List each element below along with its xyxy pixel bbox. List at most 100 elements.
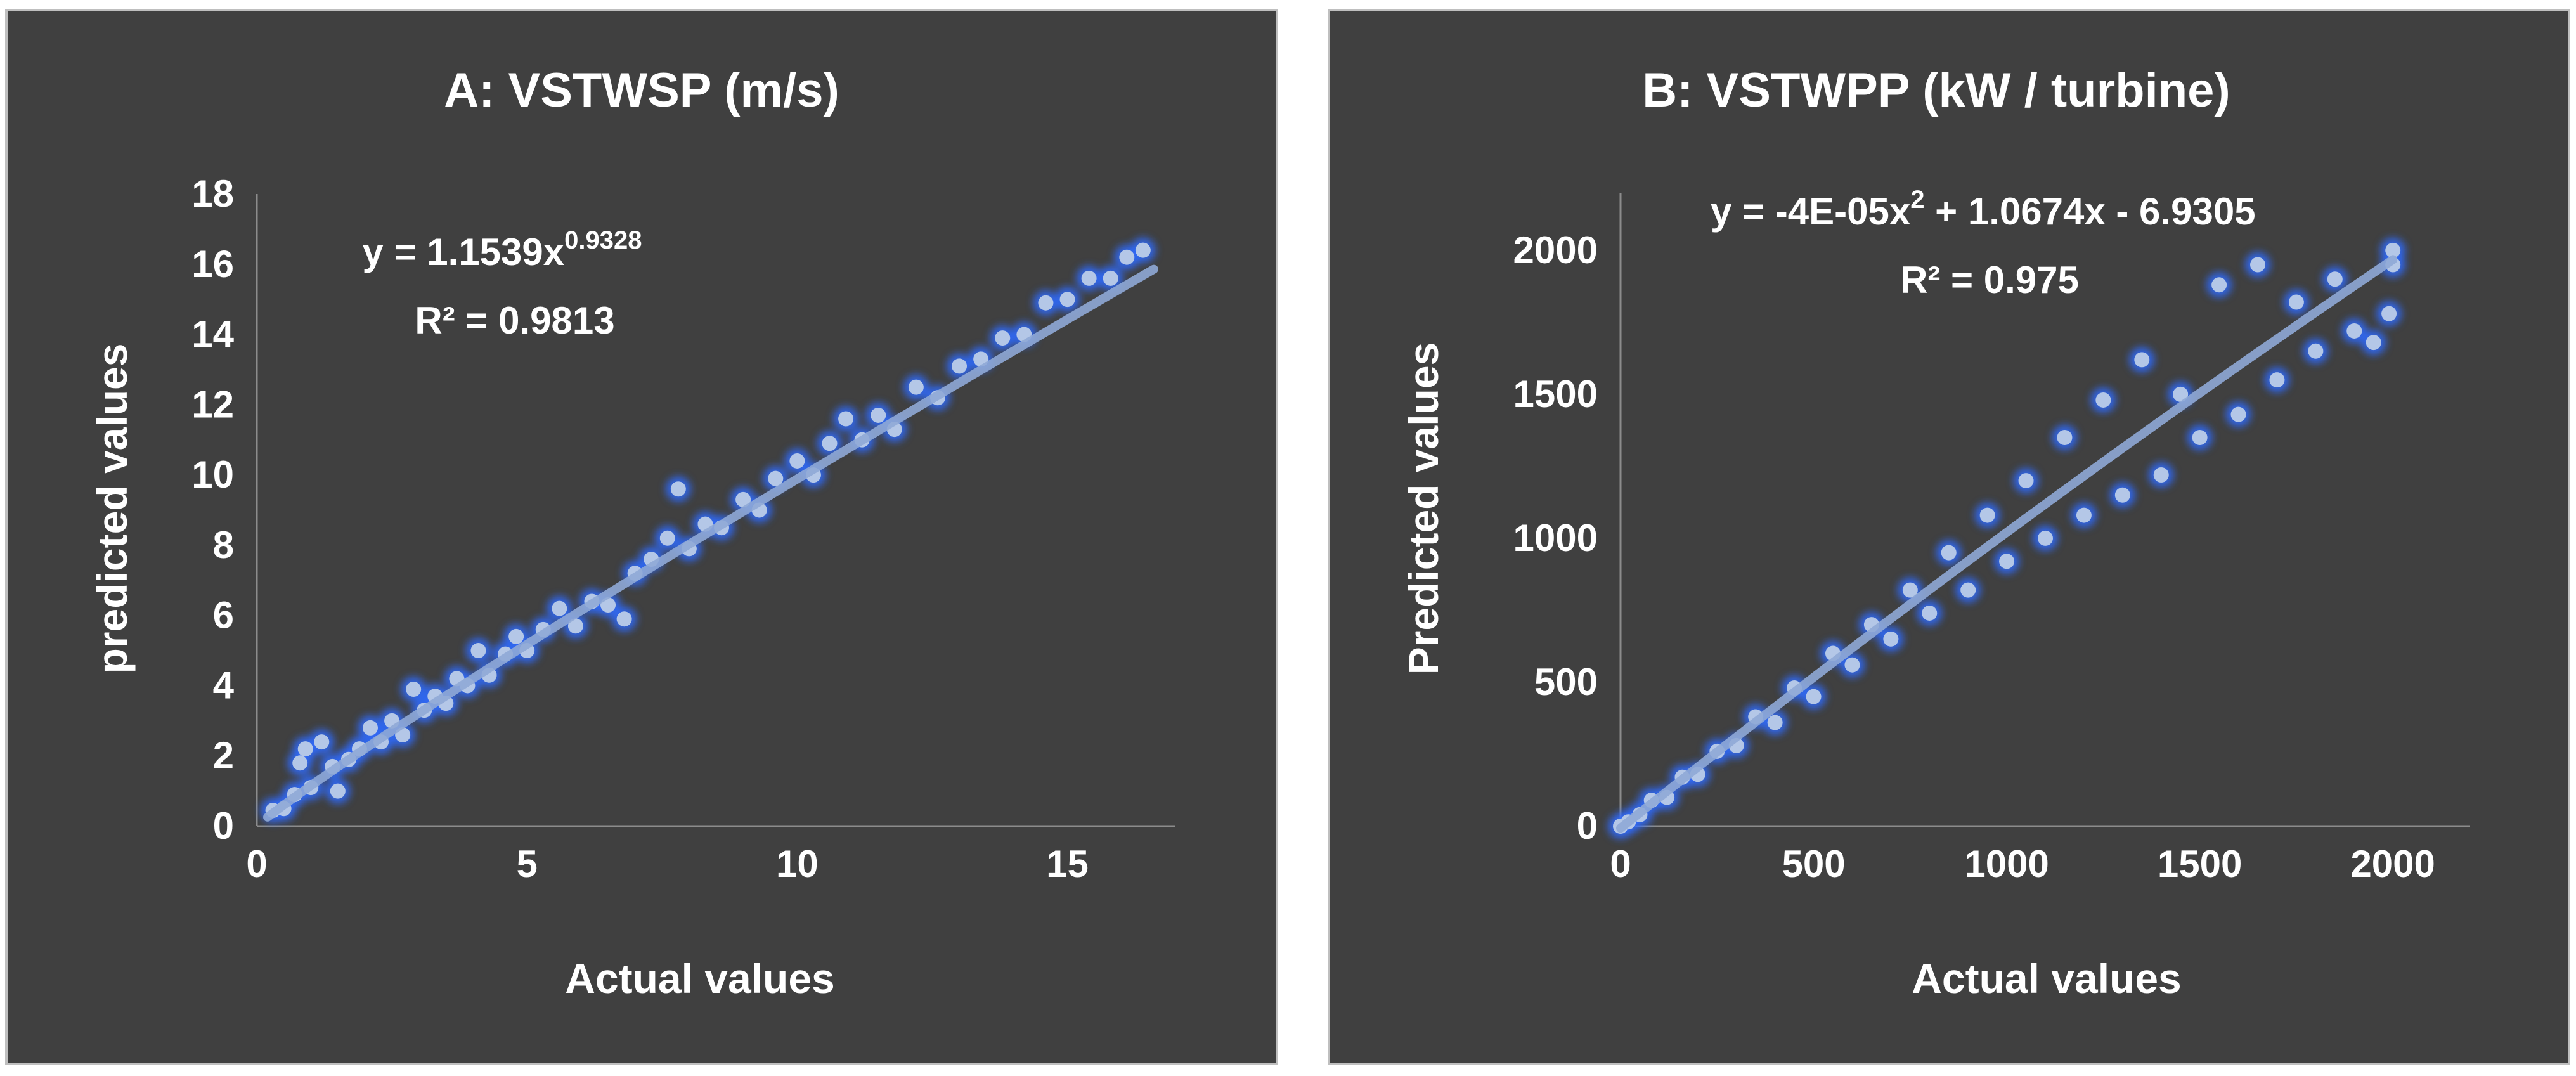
y-tick-label: 14 <box>191 313 234 356</box>
data-point <box>1844 657 1860 673</box>
x-tick-label: 1000 <box>1964 843 2049 885</box>
trendline-path <box>263 264 1158 822</box>
chart-b-axes <box>1619 193 2470 827</box>
chart-b-equation-tail: + 1.0674x - 6.9305 <box>1924 190 2255 233</box>
chart-a-x-axis-label: Actual values <box>565 955 835 1002</box>
chart-a-r-squared: R² = 0.9813 <box>415 299 614 342</box>
chart-b-equation-lead: y = -4E-05x <box>1711 190 1910 233</box>
data-point <box>2114 487 2130 503</box>
data-point <box>2095 392 2111 408</box>
y-tick-label: 4 <box>213 664 235 706</box>
x-tick-label: 2000 <box>2350 843 2435 885</box>
chart-b-trendline <box>1616 255 2398 833</box>
data-point <box>2134 352 2150 368</box>
data-point <box>470 643 486 659</box>
x-tick-label: 0 <box>246 843 267 885</box>
chart-a-axes <box>256 194 1175 827</box>
y-tick-label: 2 <box>213 734 234 777</box>
data-point <box>1119 249 1135 265</box>
x-tick-label: 5 <box>516 843 537 885</box>
chart-a-equation-lead: y = 1.1539x <box>363 231 565 273</box>
data-point <box>2076 507 2092 523</box>
x-tick-label: 500 <box>1782 843 1845 885</box>
data-point <box>2308 343 2324 359</box>
data-point <box>908 379 924 395</box>
data-point <box>1902 582 1918 598</box>
data-point <box>330 783 346 799</box>
data-point <box>1922 605 1938 621</box>
data-point <box>1767 715 1783 730</box>
chart-a-svg: A: VSTWSP (m/s) Actual values predicted … <box>89 63 1175 1002</box>
data-point <box>2153 467 2169 483</box>
data-point <box>1135 242 1151 258</box>
data-point <box>2057 429 2073 445</box>
data-point <box>768 470 784 486</box>
data-point <box>1999 554 2015 569</box>
y-tick-label: 8 <box>213 524 234 566</box>
chart-panel-b: B: VSTWPP (kW / turbine) Actual values P… <box>1328 9 2570 1065</box>
data-point <box>952 358 968 374</box>
y-tick-label: 0 <box>213 805 234 847</box>
data-point <box>297 741 313 757</box>
data-point <box>1038 295 1054 311</box>
data-point <box>1806 689 1822 704</box>
y-tick-label: 2000 <box>1513 229 1598 271</box>
chart-a-trendline <box>263 264 1158 822</box>
data-point <box>2288 294 2304 310</box>
data-point <box>670 481 686 497</box>
chart-b-x-axis-label: Actual values <box>1912 955 2182 1002</box>
y-tick-label: 10 <box>191 453 234 496</box>
data-point <box>552 600 567 616</box>
data-point <box>1979 507 1995 523</box>
data-point <box>616 611 632 627</box>
chart-a-y-axis-label: predicted values <box>89 344 136 674</box>
svg-text:y = -4E-05x2 + 1.0674x - 6.930: y = -4E-05x2 + 1.0674x - 6.9305 <box>1711 186 2256 233</box>
chart-a-title: A: VSTWSP (m/s) <box>444 63 839 117</box>
data-point <box>508 628 524 644</box>
x-tick-label: 1500 <box>2158 843 2242 885</box>
chart-a-ticks: 0 5 10 15 0 2 4 6 8 10 12 14 16 18 <box>191 172 1089 885</box>
chart-panel-a: A: VSTWSP (m/s) Actual values predicted … <box>5 9 1278 1065</box>
data-point <box>1103 270 1118 286</box>
data-point <box>659 530 675 546</box>
chart-a-equation-exponent: 0.9328 <box>564 226 642 254</box>
data-point <box>2366 335 2381 351</box>
chart-b-title: B: VSTWPP (kW / turbine) <box>1642 63 2230 117</box>
chart-a-equation: y = 1.1539x0.9328 <box>363 226 642 273</box>
data-point <box>314 734 330 750</box>
data-point <box>2192 429 2208 445</box>
data-point <box>292 755 308 771</box>
data-point <box>822 436 838 451</box>
data-point <box>1960 582 1976 598</box>
chart-b-equation: y = -4E-05x2 + 1.0674x - 6.9305 <box>1711 186 2256 233</box>
y-tick-label: 1500 <box>1513 373 1598 415</box>
data-point <box>1941 545 1957 561</box>
y-tick-label: 500 <box>1534 661 1598 703</box>
data-point <box>2038 530 2053 546</box>
data-point <box>1883 631 1899 647</box>
y-tick-label: 12 <box>191 383 234 425</box>
data-point <box>406 681 422 697</box>
y-tick-label: 1000 <box>1513 517 1598 559</box>
chart-b-svg: B: VSTWPP (kW / turbine) Actual values P… <box>1400 63 2470 1002</box>
data-point <box>1081 270 1097 286</box>
data-point <box>362 720 378 736</box>
data-point <box>567 618 583 634</box>
chart-b-y-axis-label: Predicted values <box>1400 342 1447 675</box>
svg-text:y = 1.1539x0.9328: y = 1.1539x0.9328 <box>363 226 642 273</box>
y-tick-label: 18 <box>191 172 234 215</box>
data-point <box>735 491 751 507</box>
y-tick-label: 6 <box>213 594 234 637</box>
data-point <box>2327 271 2343 287</box>
x-tick-label: 15 <box>1046 843 1089 885</box>
data-point <box>2381 306 2397 321</box>
data-point <box>995 330 1011 346</box>
data-point <box>1059 292 1075 308</box>
data-point <box>2346 323 2362 339</box>
x-tick-label: 10 <box>776 843 819 885</box>
data-point <box>2385 242 2401 258</box>
data-point <box>871 407 886 423</box>
y-tick-label: 0 <box>1577 805 1598 847</box>
y-tick-label: 16 <box>191 243 234 285</box>
data-point <box>2173 386 2189 402</box>
